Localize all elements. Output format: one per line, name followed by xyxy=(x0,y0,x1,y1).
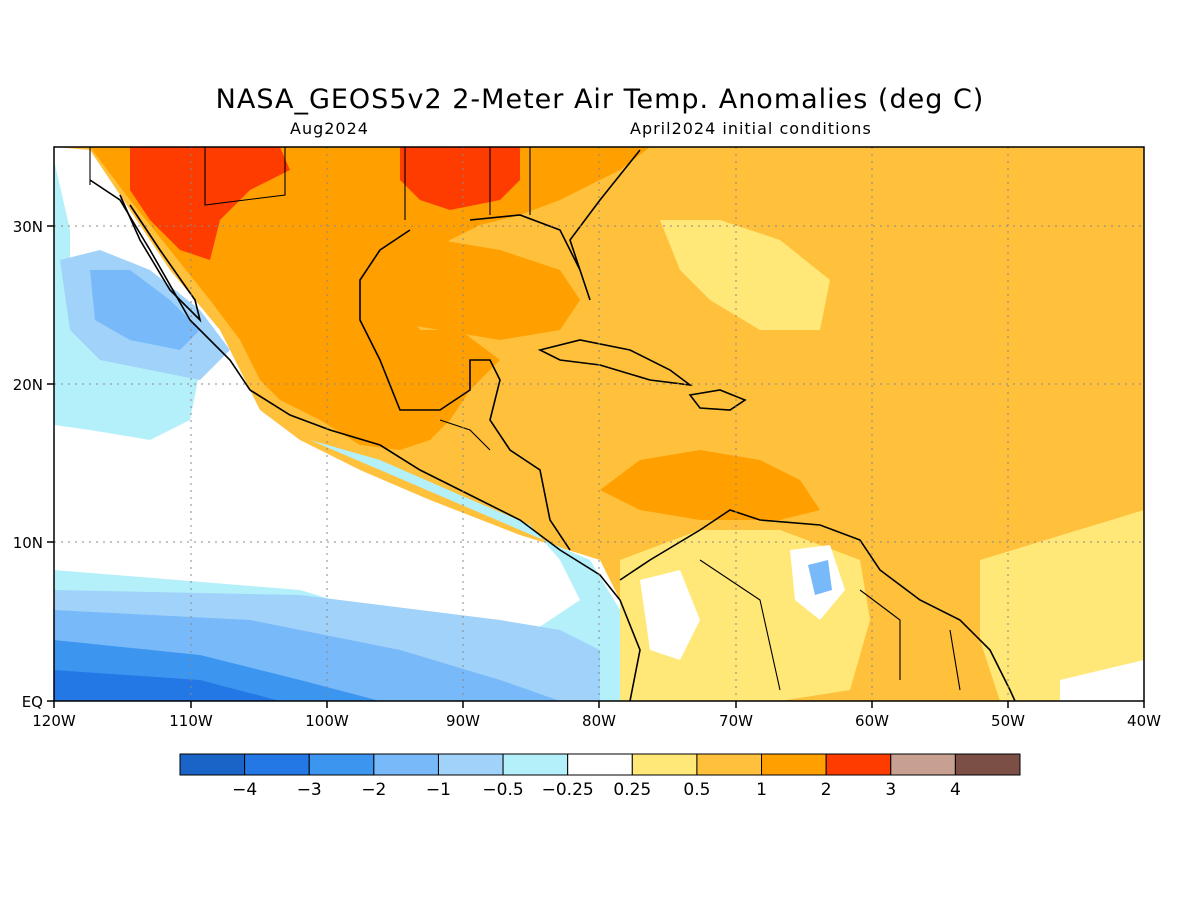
lat-tick-label: EQ xyxy=(22,693,43,711)
south-america-coastline xyxy=(619,509,1016,701)
tick-marks xyxy=(47,225,1145,708)
anomaly-atlantic-neutral xyxy=(1060,660,1144,701)
anomaly-atlantic-pale xyxy=(660,220,830,330)
colorbar-swatch xyxy=(825,753,892,776)
colorbar-swatch xyxy=(890,753,956,776)
anomaly-south-america-neutral xyxy=(640,570,700,660)
map-title: NASA_GEOS5v2 2-Meter Air Temp. Anomalies… xyxy=(215,84,985,115)
colorbar-swatch xyxy=(631,753,698,776)
colorbar-label: −0.5 xyxy=(482,780,523,800)
colorbar-swatch xyxy=(179,753,246,776)
lon-tick-label: 120W xyxy=(32,712,76,730)
colorbar-label: 1 xyxy=(756,780,767,800)
lon-tick-label: 110W xyxy=(169,712,213,730)
colorbar-swatch xyxy=(308,753,375,776)
border-lines xyxy=(89,147,961,691)
lon-tick-label: 60W xyxy=(855,712,889,730)
colorbar-label: 3 xyxy=(885,780,896,800)
lon-tick-label: 90W xyxy=(446,712,480,730)
colorbar-label: 0.5 xyxy=(683,780,710,800)
colorbar-swatch xyxy=(244,753,310,776)
colorbar-label: −2 xyxy=(361,780,386,800)
cuba-outline xyxy=(537,339,693,387)
anomaly-south-america-blue xyxy=(808,560,832,595)
baja-peninsula xyxy=(119,194,202,323)
colorbar-swatch xyxy=(761,753,827,776)
hispaniola-outline xyxy=(688,389,747,411)
colorbar-label: −3 xyxy=(297,780,322,800)
lat-tick-label: 30N xyxy=(13,218,43,236)
colorbar-swatch xyxy=(502,753,569,776)
anomaly-pacific-blue xyxy=(90,270,200,350)
lon-tick-label: 40W xyxy=(1127,712,1161,730)
colorbar-label: −4 xyxy=(232,780,257,800)
anomaly-gulf-warm xyxy=(350,240,580,340)
lon-tick-labels: 120W 110W 100W 90W 80W 70W 60W 50W 40W xyxy=(32,712,1161,730)
lon-tick-label: 50W xyxy=(991,712,1025,730)
colorbar-label: 2 xyxy=(821,780,832,800)
colorbar-label: −0.25 xyxy=(542,780,594,800)
colorbar-label: 0.25 xyxy=(613,780,651,800)
lat-tick-labels: EQ 10N 20N 30N xyxy=(13,218,43,711)
colorbar-swatch xyxy=(954,753,1021,776)
lon-tick-label: 80W xyxy=(582,712,616,730)
anomaly-atlantic-pale xyxy=(980,510,1144,701)
forecast-month: Aug2024 xyxy=(290,119,369,138)
anomaly-caribbean-warm xyxy=(600,450,820,520)
graticule xyxy=(54,147,1144,701)
lat-tick-label: 10N xyxy=(13,534,43,552)
initial-conditions: April2024 initial conditions xyxy=(630,119,872,138)
colorbar-label: −1 xyxy=(426,780,451,800)
colorbar-label: 4 xyxy=(950,780,961,800)
colorbar: −4 −3 −2 −1 −0.5 −0.25 0.25 0.5 1 2 3 4 xyxy=(179,753,1021,800)
coastlines xyxy=(89,147,1016,701)
colorbar-swatch xyxy=(437,753,504,776)
colorbar-swatch xyxy=(696,753,763,776)
colorbar-swatch xyxy=(567,753,633,776)
colorbar-swatch xyxy=(373,753,439,776)
gulf-coastline xyxy=(359,229,571,551)
lat-tick-label: 20N xyxy=(13,376,43,394)
lon-tick-label: 70W xyxy=(719,712,753,730)
anomaly-pacific-dark-blue xyxy=(54,670,280,701)
florida-coastline xyxy=(469,149,641,301)
anomaly-us-hot xyxy=(130,147,290,260)
lon-tick-label: 100W xyxy=(305,712,349,730)
anomaly-pacific-neutral xyxy=(54,147,620,701)
